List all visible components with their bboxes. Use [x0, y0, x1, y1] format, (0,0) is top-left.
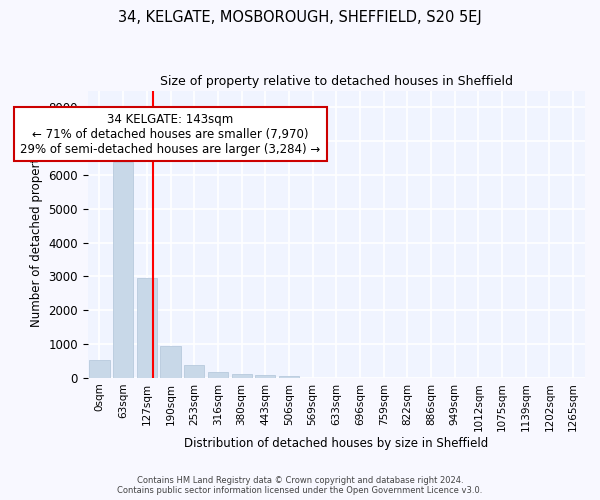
Bar	[89, 360, 110, 378]
Bar	[160, 346, 181, 378]
Bar	[184, 366, 204, 378]
Bar	[279, 376, 299, 378]
Bar	[137, 278, 157, 378]
Text: Contains HM Land Registry data © Crown copyright and database right 2024.
Contai: Contains HM Land Registry data © Crown c…	[118, 476, 482, 495]
Text: 34, KELGATE, MOSBOROUGH, SHEFFIELD, S20 5EJ: 34, KELGATE, MOSBOROUGH, SHEFFIELD, S20 …	[118, 10, 482, 25]
X-axis label: Distribution of detached houses by size in Sheffield: Distribution of detached houses by size …	[184, 437, 488, 450]
Bar	[232, 374, 251, 378]
Bar	[255, 376, 275, 378]
Bar	[113, 162, 133, 378]
Text: 34 KELGATE: 143sqm
← 71% of detached houses are smaller (7,970)
29% of semi-deta: 34 KELGATE: 143sqm ← 71% of detached hou…	[20, 112, 320, 156]
Title: Size of property relative to detached houses in Sheffield: Size of property relative to detached ho…	[160, 75, 513, 88]
Y-axis label: Number of detached properties: Number of detached properties	[30, 141, 43, 327]
Bar	[208, 372, 228, 378]
